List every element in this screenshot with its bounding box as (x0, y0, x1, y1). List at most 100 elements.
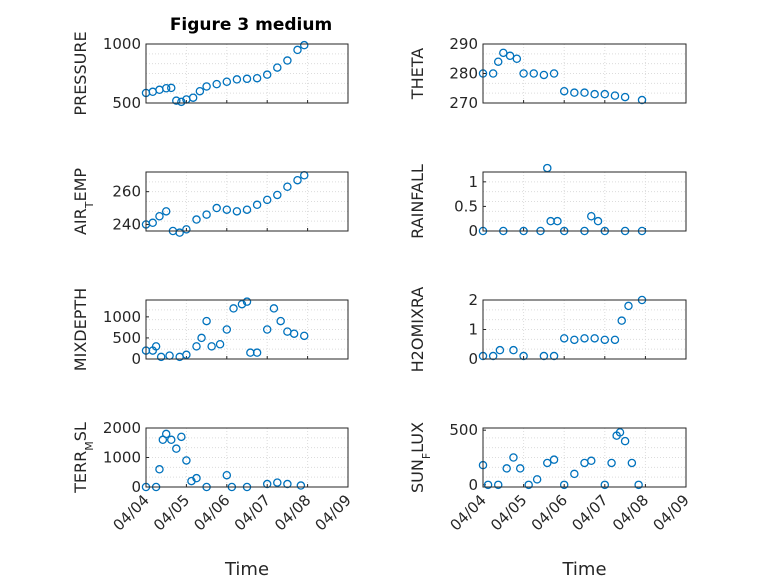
x-tick-label: 04/09 (650, 491, 693, 534)
y-tick-label: 0.5 (454, 197, 478, 215)
data-point (600, 335, 610, 345)
y-tick-label: 0 (468, 476, 478, 494)
y-tick-label: 280 (449, 65, 478, 83)
data-point (615, 428, 625, 437)
data-point (273, 190, 282, 200)
y-tick-label: 0 (468, 222, 478, 240)
data-point (600, 480, 610, 490)
data-point (188, 93, 198, 102)
data-point (222, 205, 232, 214)
subplot-5: 0 500 1000 MIXDEPTH (71, 288, 349, 371)
data-point (620, 436, 630, 446)
x-tick-label: 04/08 (271, 491, 314, 534)
subplot-6: 0 1 2 H2OMIXRA (408, 287, 687, 372)
x-tick-label: 04/09 (312, 491, 355, 534)
data-point (202, 316, 211, 326)
data-point (553, 216, 562, 226)
data-point (151, 342, 161, 351)
y-axis-label: PRESSURE (71, 31, 90, 115)
data-point (237, 299, 247, 309)
data-point (488, 69, 498, 78)
data-point (222, 77, 232, 87)
data-point (161, 429, 171, 439)
y-tick-label: 1000 (103, 308, 141, 326)
data-point (242, 205, 252, 214)
x-tick-label: 04/05 (150, 491, 193, 534)
subplot-2: 270 280 290 THETA (408, 35, 687, 112)
data-point (242, 297, 252, 306)
data-point (493, 480, 503, 490)
data-point (252, 348, 262, 357)
data-point (515, 464, 525, 473)
data-point (580, 88, 589, 97)
data-point (502, 464, 511, 473)
data-point (570, 469, 579, 479)
axes-box (482, 171, 687, 232)
data-point (299, 40, 309, 50)
figure-title: Figure 3 medium (170, 15, 332, 35)
y-axis-label: TERRMSL (71, 422, 96, 494)
y-tick-label: 500 (112, 94, 141, 112)
data-point (182, 350, 191, 360)
data-point (549, 351, 559, 361)
y-tick-label: 0 (131, 478, 141, 496)
data-point (580, 334, 589, 343)
data-point (624, 301, 633, 311)
data-point (559, 334, 569, 343)
data-point (182, 456, 191, 465)
data-point (509, 453, 518, 462)
data-point (177, 432, 186, 442)
data-point (617, 316, 626, 325)
x-tick-label: 04/04 (447, 491, 490, 534)
data-point (192, 473, 201, 483)
data-point (161, 84, 171, 93)
data-point (192, 342, 201, 351)
data-point (156, 352, 166, 362)
data-point (543, 163, 552, 173)
data-point (166, 83, 176, 93)
data-point (610, 335, 620, 345)
y-tick-label: 260 (112, 183, 141, 201)
data-point (549, 455, 559, 464)
data-point (512, 54, 522, 64)
data-point (283, 479, 292, 489)
y-tick-label: 500 (112, 329, 141, 347)
axes-box (482, 43, 687, 104)
data-point (202, 210, 211, 219)
data-point (296, 481, 306, 490)
data-point (172, 96, 181, 105)
data-point (212, 79, 221, 89)
y-tick-label: 500 (449, 421, 478, 439)
data-point (634, 480, 643, 490)
axes-box (145, 171, 349, 232)
y-tick-label: 1000 (103, 449, 141, 467)
x-tick-label: 04/06 (190, 491, 233, 534)
data-point (252, 73, 262, 83)
axes-box (482, 427, 687, 488)
data-point (539, 351, 549, 361)
data-point (519, 69, 528, 78)
data-point (299, 331, 309, 341)
data-point (197, 333, 206, 343)
data-point (539, 70, 549, 80)
data-point (590, 334, 599, 343)
data-point (172, 444, 181, 453)
data-point (222, 470, 232, 480)
data-point (283, 56, 292, 65)
data-point (637, 95, 647, 105)
data-point (269, 304, 279, 313)
data-point (543, 458, 552, 468)
data-point (155, 211, 164, 221)
data-point (273, 478, 282, 487)
data-point (483, 480, 493, 490)
data-point (273, 63, 282, 72)
data-point (509, 345, 518, 355)
x-tick-label: 04/08 (609, 491, 652, 534)
data-point (229, 304, 238, 313)
data-point (610, 91, 620, 100)
data-point (242, 74, 252, 84)
y-axis-label: SUNFLUX (408, 422, 433, 493)
data-point (276, 316, 285, 326)
subplot-4: 0 0.5 1 RAINFALL (408, 163, 687, 240)
